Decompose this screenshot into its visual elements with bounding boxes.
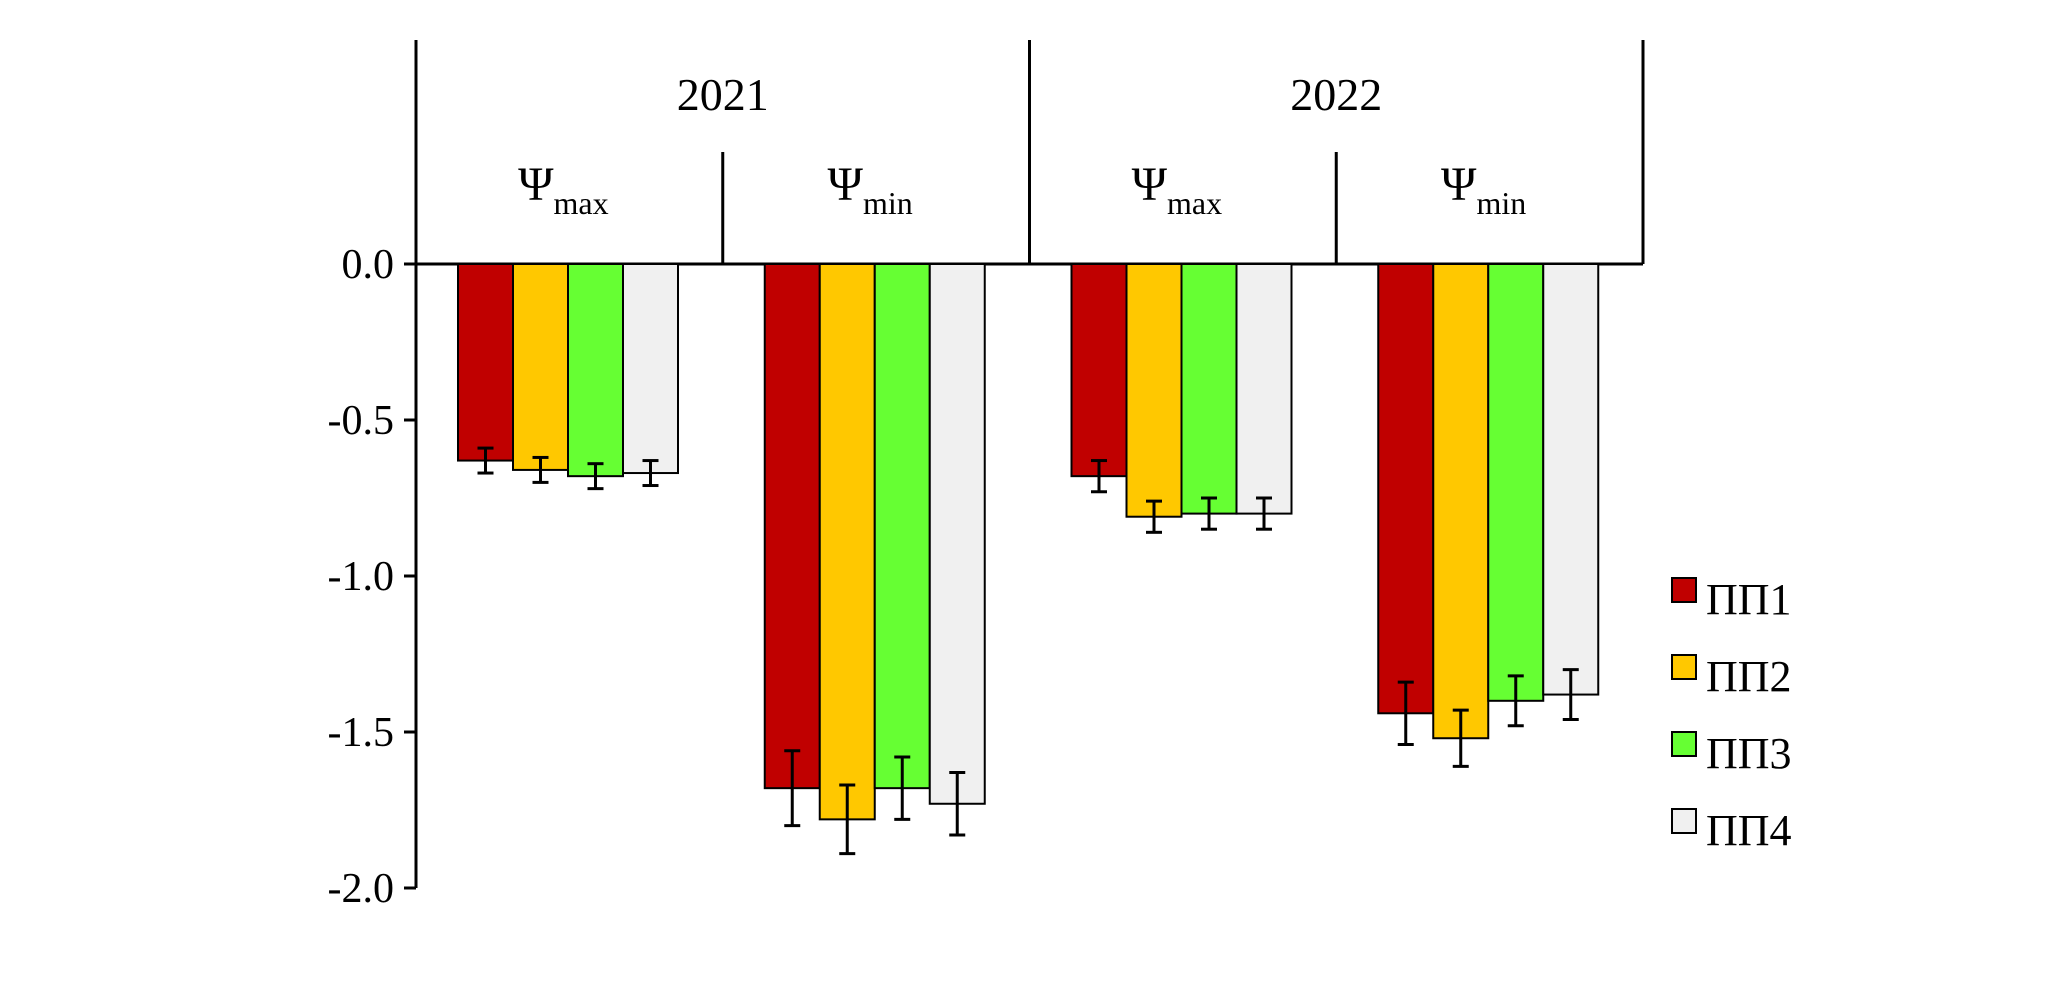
bar <box>873 263 931 790</box>
legend-label: ПП4 <box>1706 806 1792 855</box>
y-tick-label: -2.0 <box>328 866 395 912</box>
legend-label: ПП2 <box>1706 652 1792 701</box>
legend-swatch <box>1671 577 1697 603</box>
group-label: Ψmin <box>1441 158 1526 221</box>
bar <box>1432 263 1490 740</box>
group-label: Ψmin <box>828 158 913 221</box>
legend-label: ПП3 <box>1706 729 1792 778</box>
group-label: Ψmax <box>1132 158 1223 221</box>
legend-swatch <box>1671 731 1697 757</box>
y-tick-label: -1.0 <box>328 554 395 600</box>
bar <box>512 263 569 471</box>
y-tick-label: -1.5 <box>328 710 395 756</box>
bar <box>1487 263 1545 702</box>
y-tick-label: -0.5 <box>328 398 395 444</box>
legend-swatch <box>1671 654 1697 680</box>
year-label: 2021 <box>677 69 769 120</box>
y-tick-label: 0.0 <box>342 242 395 288</box>
bar <box>1070 263 1128 478</box>
group-label: Ψmax <box>518 158 609 221</box>
legend-swatch <box>1671 808 1697 834</box>
bar <box>1377 263 1435 715</box>
bar <box>818 263 876 821</box>
bar <box>567 263 624 478</box>
bar <box>928 263 986 805</box>
bar <box>763 263 821 790</box>
year-label: 2022 <box>1290 69 1382 120</box>
bar <box>622 263 679 475</box>
legend-label: ПП1 <box>1706 575 1792 624</box>
bar <box>457 263 514 462</box>
bar <box>1542 263 1600 696</box>
bar <box>1180 263 1238 515</box>
bar <box>1125 263 1183 518</box>
bar <box>1235 263 1293 515</box>
